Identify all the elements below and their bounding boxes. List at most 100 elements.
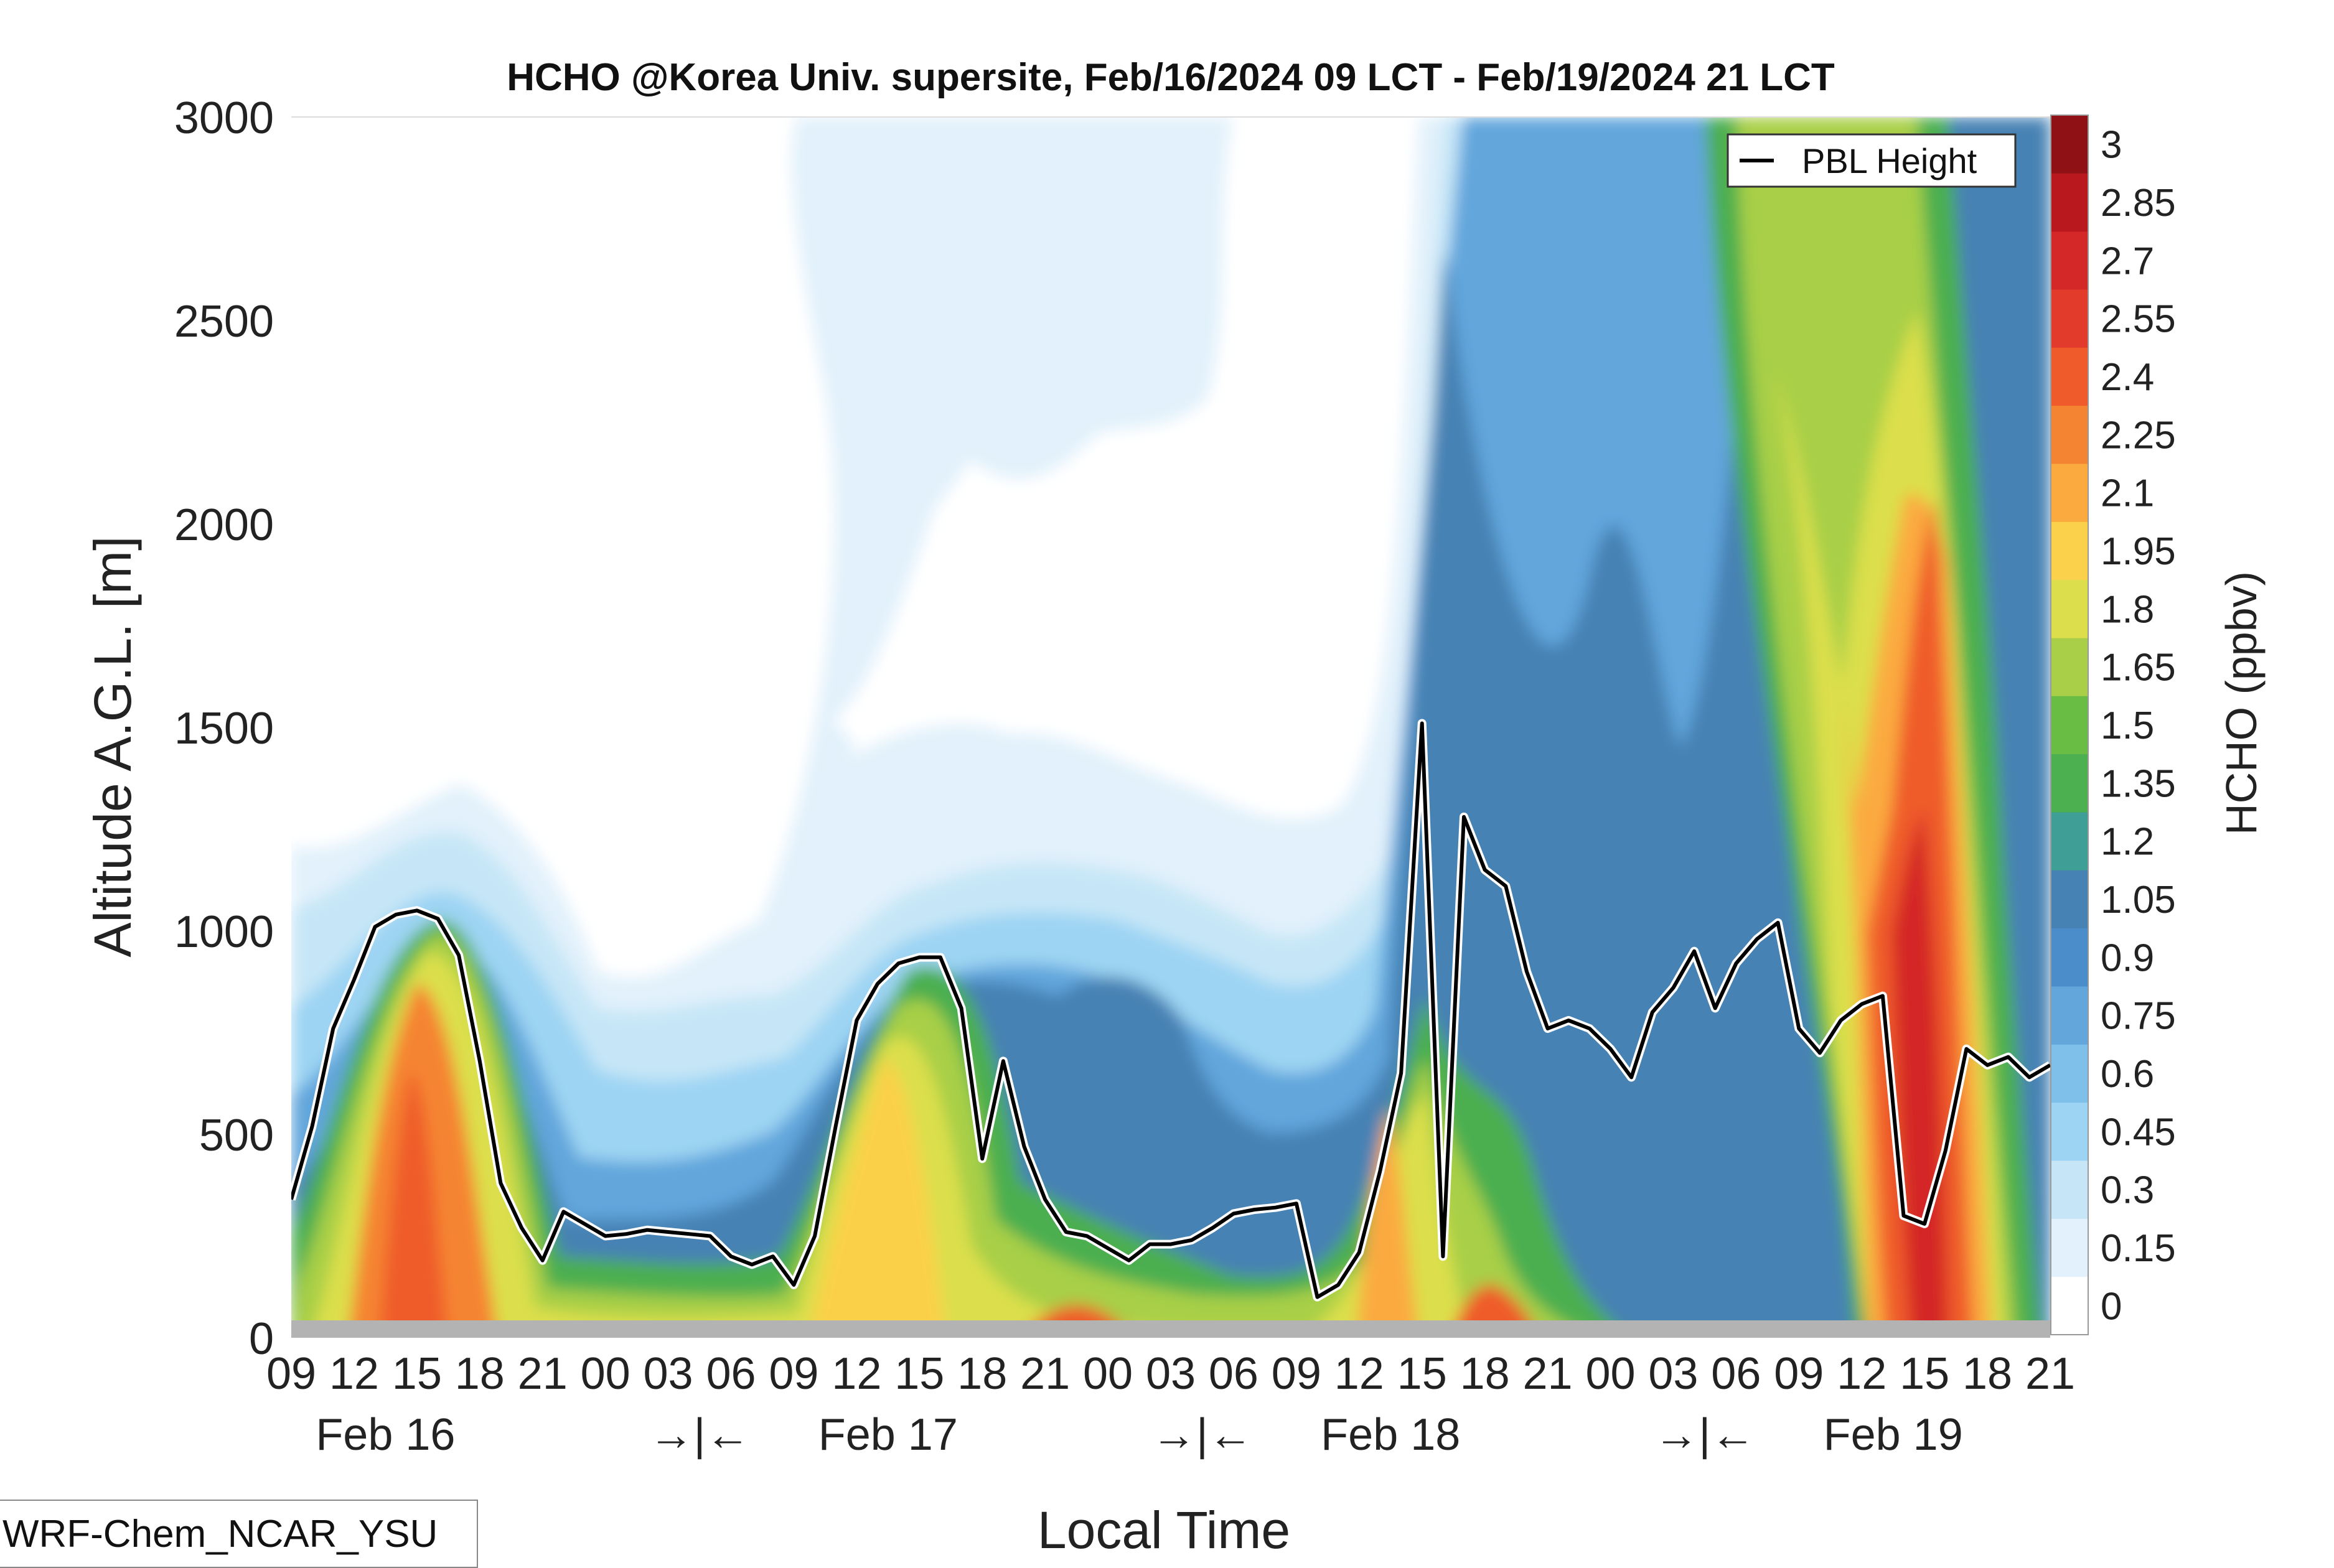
colorbar-segment <box>2051 1160 2088 1219</box>
colorbar-tick-label: 2.85 <box>2101 182 2176 225</box>
date-label: Feb 19 <box>1824 1410 1963 1460</box>
x-tick-label: 18 <box>957 1349 1007 1399</box>
colorbar-segment <box>2051 231 2088 290</box>
colorbar-tick-label: 0 <box>2101 1285 2122 1328</box>
colorbar-segment <box>2051 579 2088 638</box>
colorbar-segment <box>2051 1276 2088 1335</box>
date-label: Feb 18 <box>1321 1410 1460 1460</box>
x-tick-label: 15 <box>894 1349 944 1399</box>
legend-box <box>1727 133 2017 188</box>
colorbar-segment <box>2051 1218 2088 1277</box>
y-tick-label: 2000 <box>174 500 274 550</box>
colorbar-segment <box>2051 696 2088 755</box>
x-tick-label: 09 <box>1774 1349 1824 1399</box>
x-tick-label: 12 <box>1334 1349 1384 1399</box>
x-tick-label: 03 <box>644 1349 693 1399</box>
colorbar-segment <box>2051 812 2088 870</box>
x-tick-label: 15 <box>1900 1349 1949 1399</box>
colorbar-tick-label: 1.65 <box>2101 646 2176 689</box>
colorbar-tick-label: 2.55 <box>2101 298 2176 341</box>
colorbar-tick-label: 0.9 <box>2101 936 2154 979</box>
x-tick-label: 12 <box>1837 1349 1886 1399</box>
colorbar-segment <box>2051 928 2088 987</box>
x-tick-label: 00 <box>1083 1349 1133 1399</box>
x-tick-label: 21 <box>1020 1349 1070 1399</box>
date-label: Feb 16 <box>316 1410 455 1460</box>
x-tick-label: 12 <box>832 1349 881 1399</box>
colorbar-segment <box>2051 521 2088 581</box>
colorbar-segment <box>2051 638 2088 696</box>
colorbar-segment <box>2051 464 2088 522</box>
x-tick-label: 09 <box>769 1349 818 1399</box>
colorbar-segment <box>2051 1044 2088 1103</box>
colorbar-tick-label: 1.05 <box>2101 879 2176 922</box>
y-tick-label: 2500 <box>174 297 274 347</box>
colorbar-segment <box>2051 986 2088 1045</box>
colorbar-tick-label: 0.6 <box>2101 1053 2154 1096</box>
colorbar-tick-label: 1.95 <box>2101 530 2176 573</box>
colorbar-tick-label: 1.35 <box>2101 762 2176 805</box>
colorbar-tick-label: 1.5 <box>2101 704 2154 747</box>
x-tick-label: 06 <box>706 1349 756 1399</box>
y-axis-label: Altitude A.G.L. [m] <box>83 536 142 958</box>
x-tick-label: 00 <box>1585 1349 1635 1399</box>
colorbar-tick-label: 0.3 <box>2101 1169 2154 1212</box>
date-label: Feb 17 <box>818 1410 958 1460</box>
x-tick-label: 03 <box>1146 1349 1196 1399</box>
x-tick-label: 00 <box>581 1349 630 1399</box>
x-axis: 09 12 15 18 21 00 03 06 09 12 15 18 21 00 03 06 09 12 15 18… <box>266 1349 2075 1460</box>
colorbar-tick-label: 2.7 <box>2101 240 2154 282</box>
x-tick-label: 21 <box>1523 1349 1573 1399</box>
date-label: →|← <box>1654 1410 1756 1460</box>
colorbar-tick-label: 1.8 <box>2101 588 2154 631</box>
colorbar-segment <box>2051 115 2088 174</box>
x-tick-label: 21 <box>518 1349 568 1399</box>
x-tick-label: 06 <box>1711 1349 1761 1399</box>
y-axis: 0 500 1000 1500 2000 2500 3000 <box>174 93 2050 1364</box>
colorbar-segment <box>2051 754 2088 813</box>
chart-title: HCHO @Korea Univ. supersite, Feb/16/2024… <box>507 56 1835 99</box>
date-label: →|← <box>1151 1410 1253 1460</box>
x-tick-label: 21 <box>2025 1349 2075 1399</box>
x-tick-label: 12 <box>329 1349 379 1399</box>
surface-band <box>291 1320 2050 1338</box>
x-axis-label: Local Time <box>1038 1501 1290 1556</box>
colorbar-segment <box>2051 870 2088 929</box>
colorbar-tick-label: 0.75 <box>2101 995 2176 1038</box>
colorbar-tick-label: 2.25 <box>2101 414 2176 457</box>
colorbar-tick-label: 2.4 <box>2101 356 2154 399</box>
x-tick-label: 15 <box>1397 1349 1447 1399</box>
x-tick-label: 18 <box>455 1349 505 1399</box>
pbl-height-line <box>291 721 2050 1299</box>
colorbar-tick-label: 3 <box>2101 124 2122 167</box>
model-label: WRF-Chem_NCAR_YSU <box>0 1500 478 1568</box>
legend: PBL Height <box>1727 133 2017 188</box>
x-tick-label: 09 <box>1272 1349 1321 1399</box>
x-tick-label: 18 <box>1460 1349 1510 1399</box>
y-tick-label: 500 <box>199 1111 274 1160</box>
legend-entry-pbl: PBL Height <box>1802 141 1977 180</box>
x-tick-label: 15 <box>392 1349 442 1399</box>
colorbar-segment <box>2051 347 2088 406</box>
x-tick-label: 09 <box>266 1349 316 1399</box>
concentration-field <box>291 117 2050 1338</box>
y-tick-label: 3000 <box>174 93 274 143</box>
colorbar-segment <box>2051 1102 2088 1161</box>
colorbar-segment <box>2051 289 2088 348</box>
x-tick-label: 18 <box>1962 1349 2012 1399</box>
colorbar-tick-label: 2.1 <box>2101 472 2154 515</box>
pbl-height-series <box>291 719 2050 1302</box>
colorbar-tick-label: 0.15 <box>2101 1227 2176 1270</box>
colorbar-tick-label: 0.45 <box>2101 1111 2176 1154</box>
colorbar-segment <box>2051 405 2088 464</box>
colorbar-outline <box>2050 114 2089 1335</box>
y-tick-label: 1000 <box>174 907 274 957</box>
colorbar-label: HCHO (ppbv) <box>2217 571 2266 835</box>
x-tick-label: 06 <box>1209 1349 1258 1399</box>
colorbar: 0 0.15 0.3 0.45 0.6 0.75 0.9 1.05 1.2 1.35 1.5 1.65… <box>2050 114 2176 1335</box>
y-tick-label: 0 <box>249 1314 274 1364</box>
colorbar-segment <box>2051 173 2088 232</box>
date-label: →|← <box>649 1410 751 1460</box>
x-tick-label: 03 <box>1648 1349 1698 1399</box>
